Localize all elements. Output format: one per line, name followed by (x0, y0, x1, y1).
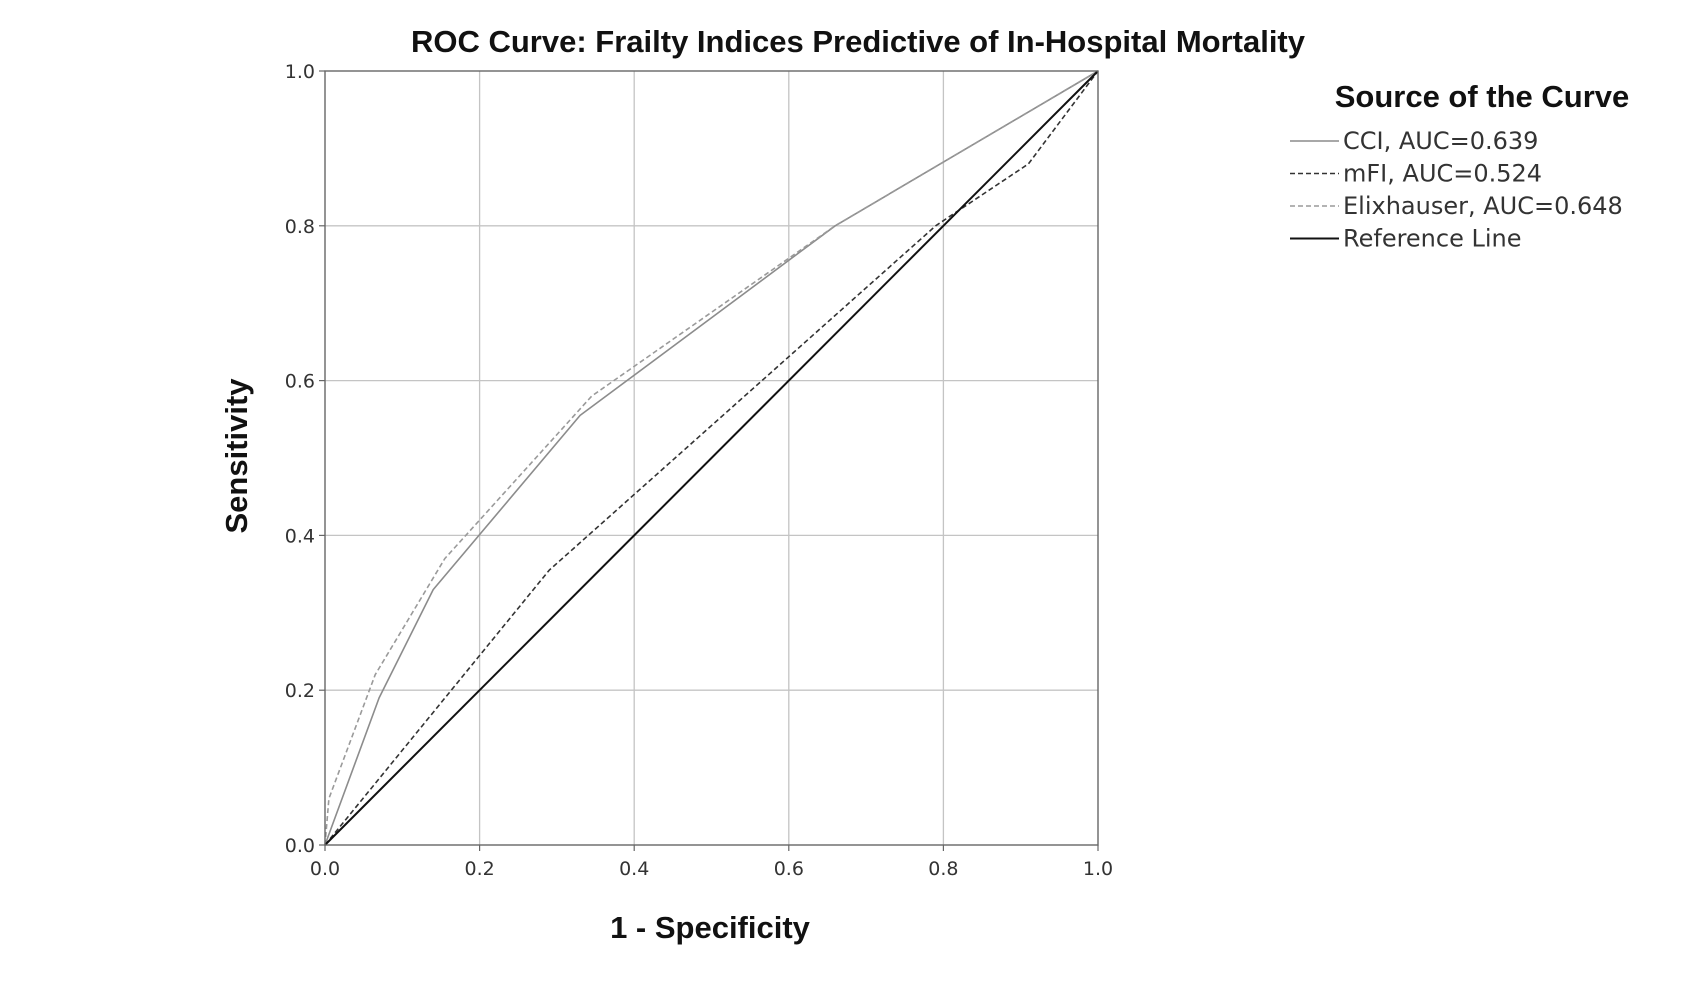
grid (325, 71, 1098, 845)
x-axis-label: 1 - Specificity (610, 910, 811, 945)
chart-title: ROC Curve: Frailty Indices Predictive of… (411, 24, 1306, 59)
x-tick-label: 0.8 (928, 858, 958, 880)
y-axis-label: Sensitivity (219, 378, 254, 534)
legend-label-reference-line: Reference Line (1343, 225, 1522, 253)
x-tick-label: 0.4 (619, 858, 649, 880)
y-tick-label: 0.2 (285, 680, 315, 702)
y-tick-label: 0.6 (285, 371, 315, 393)
y-tick-label: 0.0 (285, 835, 315, 857)
legend: CCI, AUC=0.639 mFI, AUC=0.524 Elixhauser, … (1290, 127, 1623, 253)
series-line-reference-line (324, 70, 1099, 846)
x-tick-label: 0.2 (464, 858, 494, 880)
y-tick-label: 1.0 (285, 61, 315, 83)
legend-label-elixhauser: Elixhauser, AUC=0.648 (1343, 192, 1623, 220)
series-lines (324, 70, 1099, 846)
series-line-mfi (324, 70, 1099, 846)
x-tick-label: 0.0 (310, 858, 340, 880)
legend-label-cci: CCI, AUC=0.639 (1343, 127, 1538, 155)
legend-label-mfi: mFI, AUC=0.524 (1343, 160, 1542, 188)
plot-frame (324, 70, 1099, 846)
x-tick-label: 0.6 (774, 858, 804, 880)
y-tick-label: 0.8 (285, 216, 315, 238)
legend-title: Source of the Curve (1335, 79, 1630, 114)
x-tick-label: 1.0 (1083, 858, 1113, 880)
series-line-elixhauser (324, 70, 1099, 846)
tick-labels: 0.0 0.2 0.4 0.6 0.8 1.0 0.0 0.2 0.4 0.6 0.8 1.0 (285, 61, 1113, 880)
y-tick-label: 0.4 (285, 525, 315, 547)
